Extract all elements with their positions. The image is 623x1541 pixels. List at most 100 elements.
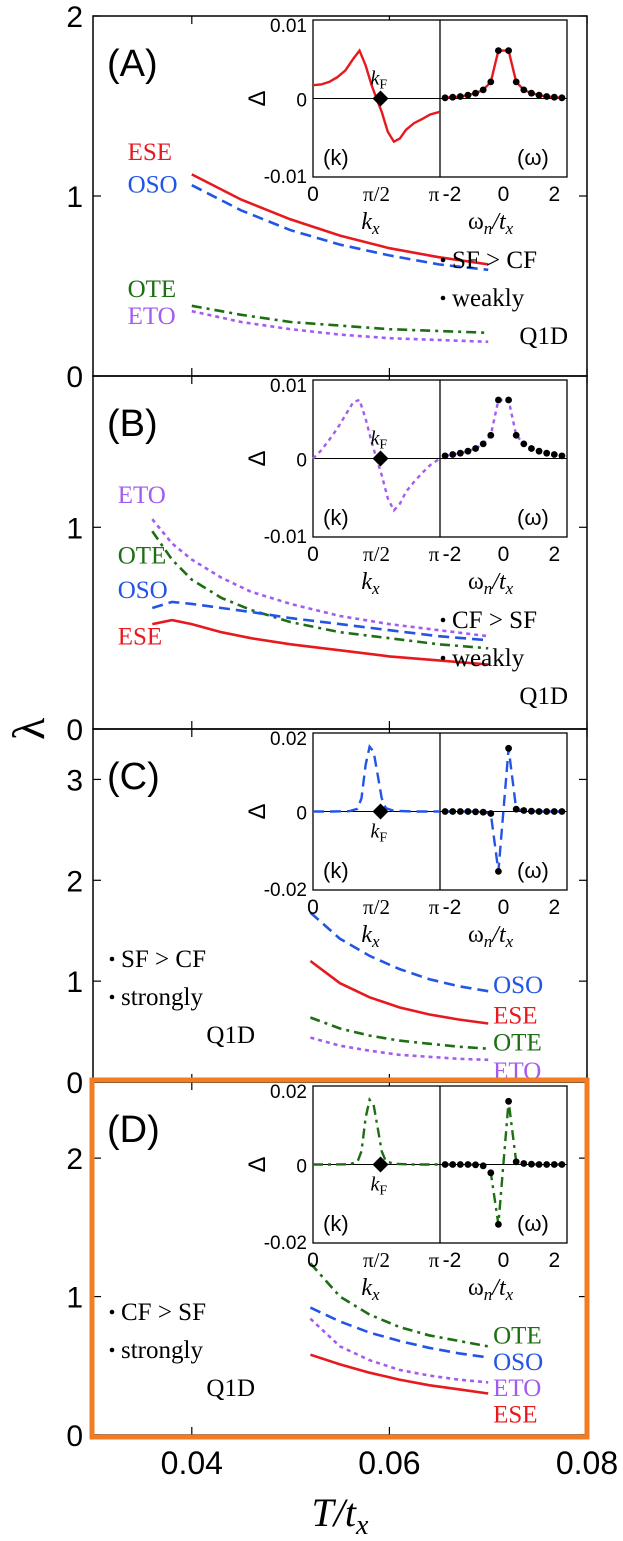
series-label-ote: OTE xyxy=(493,1030,542,1057)
matsubara-point xyxy=(449,1161,457,1168)
inset-k-tick: π/2 xyxy=(363,182,390,206)
matsubara-point xyxy=(487,1169,495,1177)
y-tick-label: 0 xyxy=(66,361,83,394)
y-tick-label: 1 xyxy=(66,512,83,545)
inset-w-tick: 0 xyxy=(498,896,510,919)
series-line-ese xyxy=(191,173,489,266)
matsubara-point xyxy=(495,47,502,55)
matsubara-point xyxy=(543,1161,551,1168)
inset-omega-curve xyxy=(444,398,563,457)
inset-k-tick: π/2 xyxy=(363,895,390,919)
inset-k-axis-title: kx xyxy=(361,209,380,238)
matsubara-point xyxy=(543,93,551,100)
highlight-box xyxy=(89,1077,590,1440)
matsubara-point xyxy=(543,449,551,457)
y-tick-label: 2 xyxy=(66,1,83,34)
matsubara-point xyxy=(558,1161,566,1168)
inset-k-tag: (k) xyxy=(323,145,349,170)
matsubara-point xyxy=(558,808,566,815)
matsubara-point xyxy=(464,447,472,455)
y-tick-label: 1 xyxy=(66,181,83,214)
matsubara-point xyxy=(535,91,543,99)
note-bullet xyxy=(109,1347,115,1353)
series-label-oso: OSO xyxy=(493,1349,543,1376)
inset-k-axis-title: kx xyxy=(361,922,380,951)
matsubara-point xyxy=(512,805,520,813)
inset-y-tick-label: -0.01 xyxy=(264,527,307,548)
matsubara-point xyxy=(441,1161,449,1168)
inset-w-axis-title: ωn/tx xyxy=(468,209,514,238)
note-bullet xyxy=(440,617,446,623)
y-tick-label: 1 xyxy=(66,966,83,999)
series-label-ese: ESE xyxy=(493,1003,537,1030)
delta-label: Δ xyxy=(244,450,271,466)
matsubara-point xyxy=(535,447,543,455)
series-label-oso: OSO xyxy=(128,171,178,198)
inset-k-tick: π xyxy=(429,1248,440,1272)
inset-w-tick: 0 xyxy=(498,1249,510,1272)
y-tick-label: 3 xyxy=(66,764,83,797)
inset-w-tick: -2 xyxy=(443,543,462,566)
note-bullet xyxy=(109,956,115,962)
x-axis-title: T/tx xyxy=(312,1490,369,1541)
note-text: Q1D xyxy=(206,1375,255,1402)
x-tick-label: 0.08 xyxy=(556,1445,618,1481)
matsubara-point xyxy=(535,808,543,815)
matsubara-point xyxy=(528,1160,535,1168)
inset-w-axis-title: ωn/tx xyxy=(468,569,514,598)
series-label-ote: OTE xyxy=(118,543,167,570)
delta-label: Δ xyxy=(244,803,271,819)
note-text: SF > CF xyxy=(121,946,206,973)
matsubara-point xyxy=(495,1220,502,1228)
matsubara-point xyxy=(558,94,566,102)
matsubara-point xyxy=(505,47,512,55)
matsubara-point xyxy=(495,396,502,404)
note-bullet xyxy=(109,1309,115,1315)
inset-y-tick-label: 0.02 xyxy=(270,729,307,750)
inset-w-tick: 0 xyxy=(498,183,510,206)
series-line-ese xyxy=(309,1353,489,1395)
kf-diamond-marker xyxy=(372,450,389,467)
inset-omega-tag: (ω) xyxy=(517,1211,549,1236)
matsubara-point xyxy=(505,1097,512,1105)
inset-w-axis-title: ωn/tx xyxy=(468,922,514,951)
inset-y-tick-label: 0 xyxy=(296,804,307,825)
note-text: CF > SF xyxy=(121,1299,206,1326)
matsubara-point xyxy=(550,93,558,101)
inset-k-tick: 0 xyxy=(307,1249,319,1272)
note-bullet xyxy=(440,655,446,661)
matsubara-point xyxy=(456,93,464,100)
matsubara-point xyxy=(479,86,487,94)
note-text: weakly xyxy=(452,285,525,312)
series-label-oso: OSO xyxy=(493,972,543,999)
matsubara-point xyxy=(479,1162,487,1170)
note-bullet xyxy=(440,257,446,263)
matsubara-point xyxy=(472,445,479,452)
series-line-eto xyxy=(309,1317,489,1384)
matsubara-point xyxy=(520,1160,528,1167)
inset-y-tick-label: 0 xyxy=(296,91,307,112)
matsubara-point xyxy=(441,808,449,815)
panel-label: (C) xyxy=(107,756,160,798)
note-bullet xyxy=(109,994,115,1000)
series-label-eto: ETO xyxy=(493,1375,541,1402)
matsubara-point xyxy=(472,808,479,816)
note-text: strongly xyxy=(121,984,203,1011)
series-line-ote xyxy=(191,304,489,335)
series-line-oso xyxy=(191,184,489,272)
series-label-oso: OSO xyxy=(118,577,168,604)
note-text: Q1D xyxy=(519,683,568,710)
series-label-eto: ETO xyxy=(118,482,166,509)
matsubara-point xyxy=(535,1161,543,1168)
y-tick-label: 0 xyxy=(66,1067,83,1100)
inset-k-tick: π/2 xyxy=(363,542,390,566)
delta-label: Δ xyxy=(244,1156,271,1172)
note-text: weakly xyxy=(452,645,525,672)
matsubara-point xyxy=(479,440,487,448)
matsubara-point xyxy=(528,807,535,815)
inset-w-tick: -2 xyxy=(443,183,462,206)
